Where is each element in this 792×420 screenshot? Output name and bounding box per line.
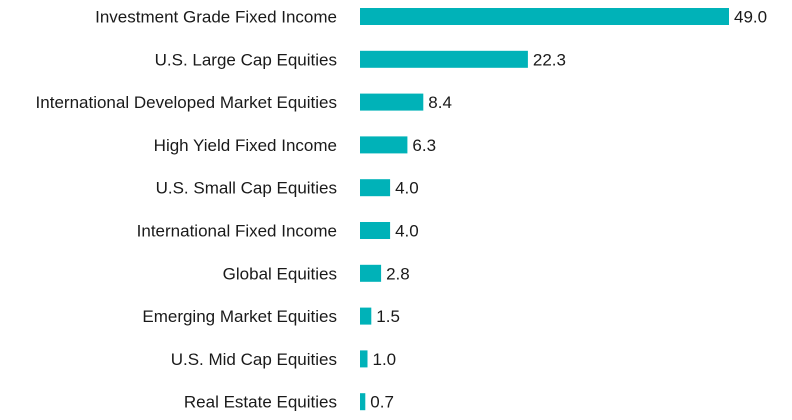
category-label-2: International Developed Market Equities [36,93,337,112]
bar-4 [360,179,391,197]
value-label-3: 6.3 [412,136,436,155]
category-label-8: U.S. Mid Cap Equities [171,350,337,369]
bar-5 [360,222,391,239]
category-label-0: Investment Grade Fixed Income [95,8,337,27]
bar-6 [360,264,382,282]
value-labels: 49.0 22.3 8.4 6.3 4.0 4.0 2.8 1.5 1.0 0.7 [370,8,767,412]
bar-1 [360,50,528,68]
value-label-4: 4.0 [395,179,419,198]
category-label-1: U.S. Large Cap Equities [155,50,337,69]
category-label-4: U.S. Small Cap Equities [156,179,337,198]
category-label-9: Real Estate Equities [184,393,337,412]
value-label-0: 49.0 [734,8,767,27]
value-label-7: 1.5 [376,307,400,326]
value-label-2: 8.4 [428,93,452,112]
bar-8 [360,350,368,368]
value-label-8: 1.0 [373,350,397,369]
bar-9 [360,393,366,411]
category-label-7: Emerging Market Equities [142,307,337,326]
bars [360,8,729,411]
bar-0 [360,8,729,25]
value-label-6: 2.8 [386,264,410,283]
value-label-1: 22.3 [533,50,566,69]
category-label-5: International Fixed Income [137,222,337,241]
value-label-5: 4.0 [395,222,419,241]
value-label-9: 0.7 [370,393,394,412]
bar-3 [360,136,408,154]
category-label-6: Global Equities [223,264,337,283]
category-label-3: High Yield Fixed Income [154,136,337,155]
bar-7 [360,307,372,325]
bar-2 [360,93,424,111]
category-labels: Investment Grade Fixed Income U.S. Large … [36,8,337,412]
